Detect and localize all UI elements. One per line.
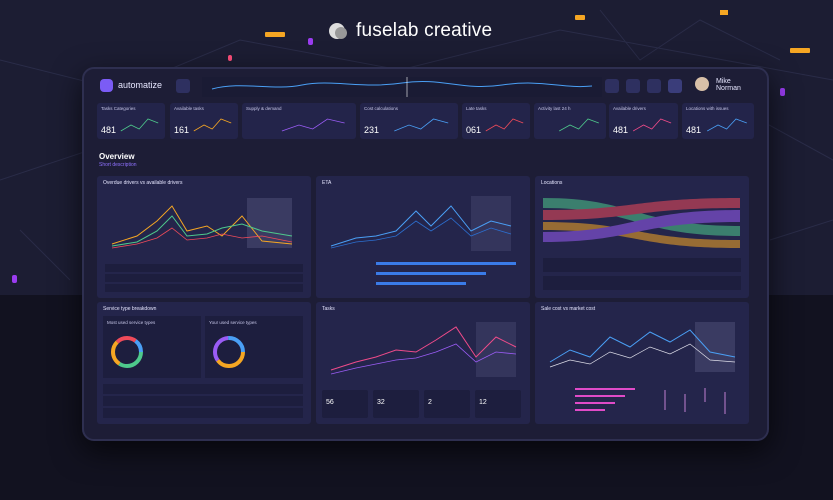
kpi-sparkline — [632, 118, 672, 132]
user-name[interactable]: Mike Norman — [716, 78, 741, 92]
stat-value: 2 — [428, 399, 432, 406]
kpi-sparkline — [193, 118, 232, 132]
stat-card: 32 — [373, 390, 419, 418]
panel: Locations — [535, 176, 749, 298]
panel-title: Overdue drivers vs available drivers — [103, 180, 183, 186]
brand-icon — [329, 23, 347, 39]
search-button[interactable] — [176, 79, 190, 93]
kpi-label: Tasks Categories — [101, 106, 136, 111]
kpi-card: Available drivers 481 — [609, 103, 678, 139]
stat-card: 2 — [424, 390, 470, 418]
help-button[interactable] — [626, 79, 640, 93]
kpi-card: Tasks Categories 481 — [97, 103, 165, 139]
kpi-card: Locations with issues 481 — [682, 103, 754, 139]
kpi-value: 061 — [466, 125, 482, 135]
kpi-sparkline — [559, 118, 599, 132]
line-chart — [549, 322, 736, 414]
kpi-label: Locations with issues — [686, 106, 729, 111]
kpi-value: 231 — [364, 125, 380, 135]
kpi-sparkline — [120, 118, 159, 132]
stat-value: 56 — [326, 399, 334, 406]
line-chart — [330, 196, 516, 285]
panel-title: Sale cost vs market cost — [541, 306, 596, 312]
add-button[interactable] — [668, 79, 682, 93]
kpi-card: Available tasks 161 — [170, 103, 238, 139]
kpi-label: Late tasks — [466, 106, 487, 111]
kpi-card: Activity last 24 h — [534, 103, 606, 139]
notifications-button[interactable] — [647, 79, 661, 93]
kpi-value: 481 — [686, 125, 702, 135]
overview-title: Overview — [99, 152, 135, 161]
line-chart — [330, 322, 517, 377]
kpi-label: Cost calculations — [364, 106, 399, 111]
kpi-label: Activity last 24 h — [538, 106, 571, 111]
chart-button[interactable] — [605, 79, 619, 93]
stat-card: 56 — [322, 390, 368, 418]
app-name: automatize — [118, 80, 163, 90]
panel: Overdue drivers vs available drivers — [97, 176, 311, 298]
kpi-label: Available tasks — [174, 106, 204, 111]
kpi-sparkline — [281, 118, 345, 132]
kpi-sparkline — [394, 118, 449, 132]
panel: Service type breakdown Most used service… — [97, 302, 311, 424]
kpi-card: Cost calculations 231 — [360, 103, 458, 139]
kpi-label: Available drivers — [613, 106, 646, 111]
sankey-chart — [543, 198, 741, 290]
dashboard: automatize Mike Norman Tasks Categories 4… — [82, 67, 769, 441]
kpi-label: Supply & demand — [246, 106, 282, 111]
panel-title: Service type breakdown — [103, 306, 157, 312]
kpi-sparkline — [485, 118, 524, 132]
panel: ETA — [316, 176, 530, 298]
kpi-card: Supply & demand — [242, 103, 356, 139]
kpi-value: 481 — [613, 125, 629, 135]
stat-value: 32 — [377, 399, 385, 406]
header: automatize Mike Norman — [94, 73, 754, 99]
card-title: Most used service types — [107, 320, 156, 325]
kpi-value: 481 — [101, 125, 117, 135]
card — [103, 316, 201, 378]
brand-name: fuselab creative — [356, 20, 493, 41]
panel-title: ETA — [322, 180, 332, 186]
panel-title: Locations — [541, 180, 563, 186]
avatar[interactable] — [695, 77, 709, 91]
kpi-sparkline — [707, 118, 747, 132]
app-logo — [100, 79, 113, 92]
panel: Tasks 56 32 2 12 — [316, 302, 530, 424]
kpi-value: 161 — [174, 125, 190, 135]
overview-subtitle: Short description — [99, 162, 137, 168]
donut-charts — [103, 336, 303, 418]
stat-value: 12 — [479, 399, 487, 406]
card-title: Your used service types — [209, 320, 257, 325]
line-chart — [105, 198, 303, 292]
panel: Sale cost vs market cost — [535, 302, 749, 424]
kpi-card: Late tasks 061 — [462, 103, 530, 139]
timeline — [202, 77, 602, 97]
stat-card: 12 — [475, 390, 521, 418]
card — [205, 316, 303, 378]
panel-title: Tasks — [322, 306, 335, 312]
